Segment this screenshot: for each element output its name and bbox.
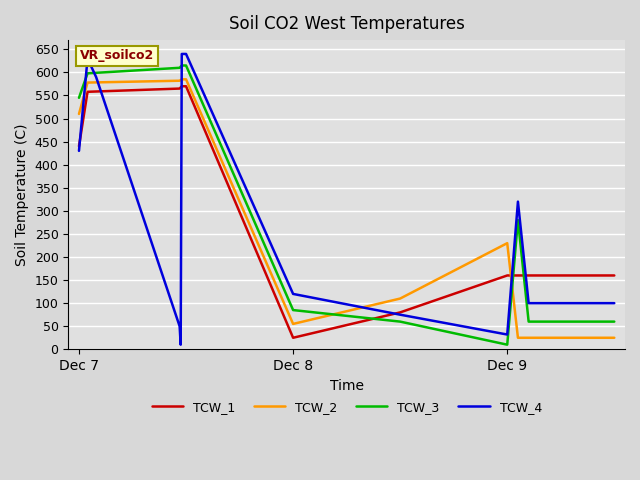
TCW_1	[289, 335, 297, 341]
TCW_4	[504, 332, 511, 337]
Line: TCW_3: TCW_3	[79, 65, 614, 345]
TCW_4	[84, 56, 92, 61]
TCW_2	[514, 335, 522, 341]
TCW_2	[176, 78, 184, 84]
X-axis label: Time: Time	[330, 379, 364, 393]
TCW_3	[178, 62, 186, 68]
TCW_1	[396, 310, 404, 315]
TCW_3	[514, 217, 522, 223]
Line: TCW_4: TCW_4	[79, 54, 614, 345]
TCW_2	[84, 80, 92, 85]
TCW_2	[178, 76, 186, 82]
TCW_2	[504, 240, 511, 246]
TCW_4	[611, 300, 618, 306]
Line: TCW_2: TCW_2	[79, 79, 614, 338]
TCW_2	[75, 111, 83, 117]
TCW_3	[75, 95, 83, 101]
Y-axis label: Soil Temperature (C): Soil Temperature (C)	[15, 123, 29, 266]
Text: VR_soilco2: VR_soilco2	[80, 49, 154, 62]
TCW_4	[92, 74, 100, 80]
TCW_4	[525, 300, 532, 306]
TCW_2	[289, 321, 297, 327]
TCW_3	[504, 342, 511, 348]
TCW_1	[182, 84, 190, 89]
TCW_3	[84, 71, 92, 76]
TCW_4	[176, 324, 184, 329]
TCW_3	[289, 307, 297, 313]
Line: TCW_1: TCW_1	[79, 86, 614, 338]
TCW_2	[396, 296, 404, 301]
TCW_2	[611, 335, 618, 341]
TCW_1	[514, 273, 522, 278]
TCW_4	[514, 199, 522, 204]
TCW_2	[182, 76, 190, 82]
TCW_1	[75, 144, 83, 149]
TCW_1	[178, 84, 186, 89]
TCW_1	[504, 273, 511, 278]
Title: Soil CO2 West Temperatures: Soil CO2 West Temperatures	[228, 15, 465, 33]
TCW_3	[176, 65, 184, 71]
TCW_3	[182, 62, 190, 68]
TCW_3	[611, 319, 618, 324]
TCW_1	[176, 86, 184, 92]
TCW_4	[75, 148, 83, 154]
TCW_3	[396, 319, 404, 324]
TCW_3	[525, 319, 532, 324]
TCW_1	[84, 89, 92, 95]
Legend: TCW_1, TCW_2, TCW_3, TCW_4: TCW_1, TCW_2, TCW_3, TCW_4	[147, 396, 547, 419]
TCW_1	[611, 273, 618, 278]
TCW_4	[177, 342, 184, 348]
TCW_4	[178, 51, 186, 57]
TCW_4	[396, 312, 404, 318]
TCW_4	[182, 51, 190, 57]
TCW_4	[289, 291, 297, 297]
